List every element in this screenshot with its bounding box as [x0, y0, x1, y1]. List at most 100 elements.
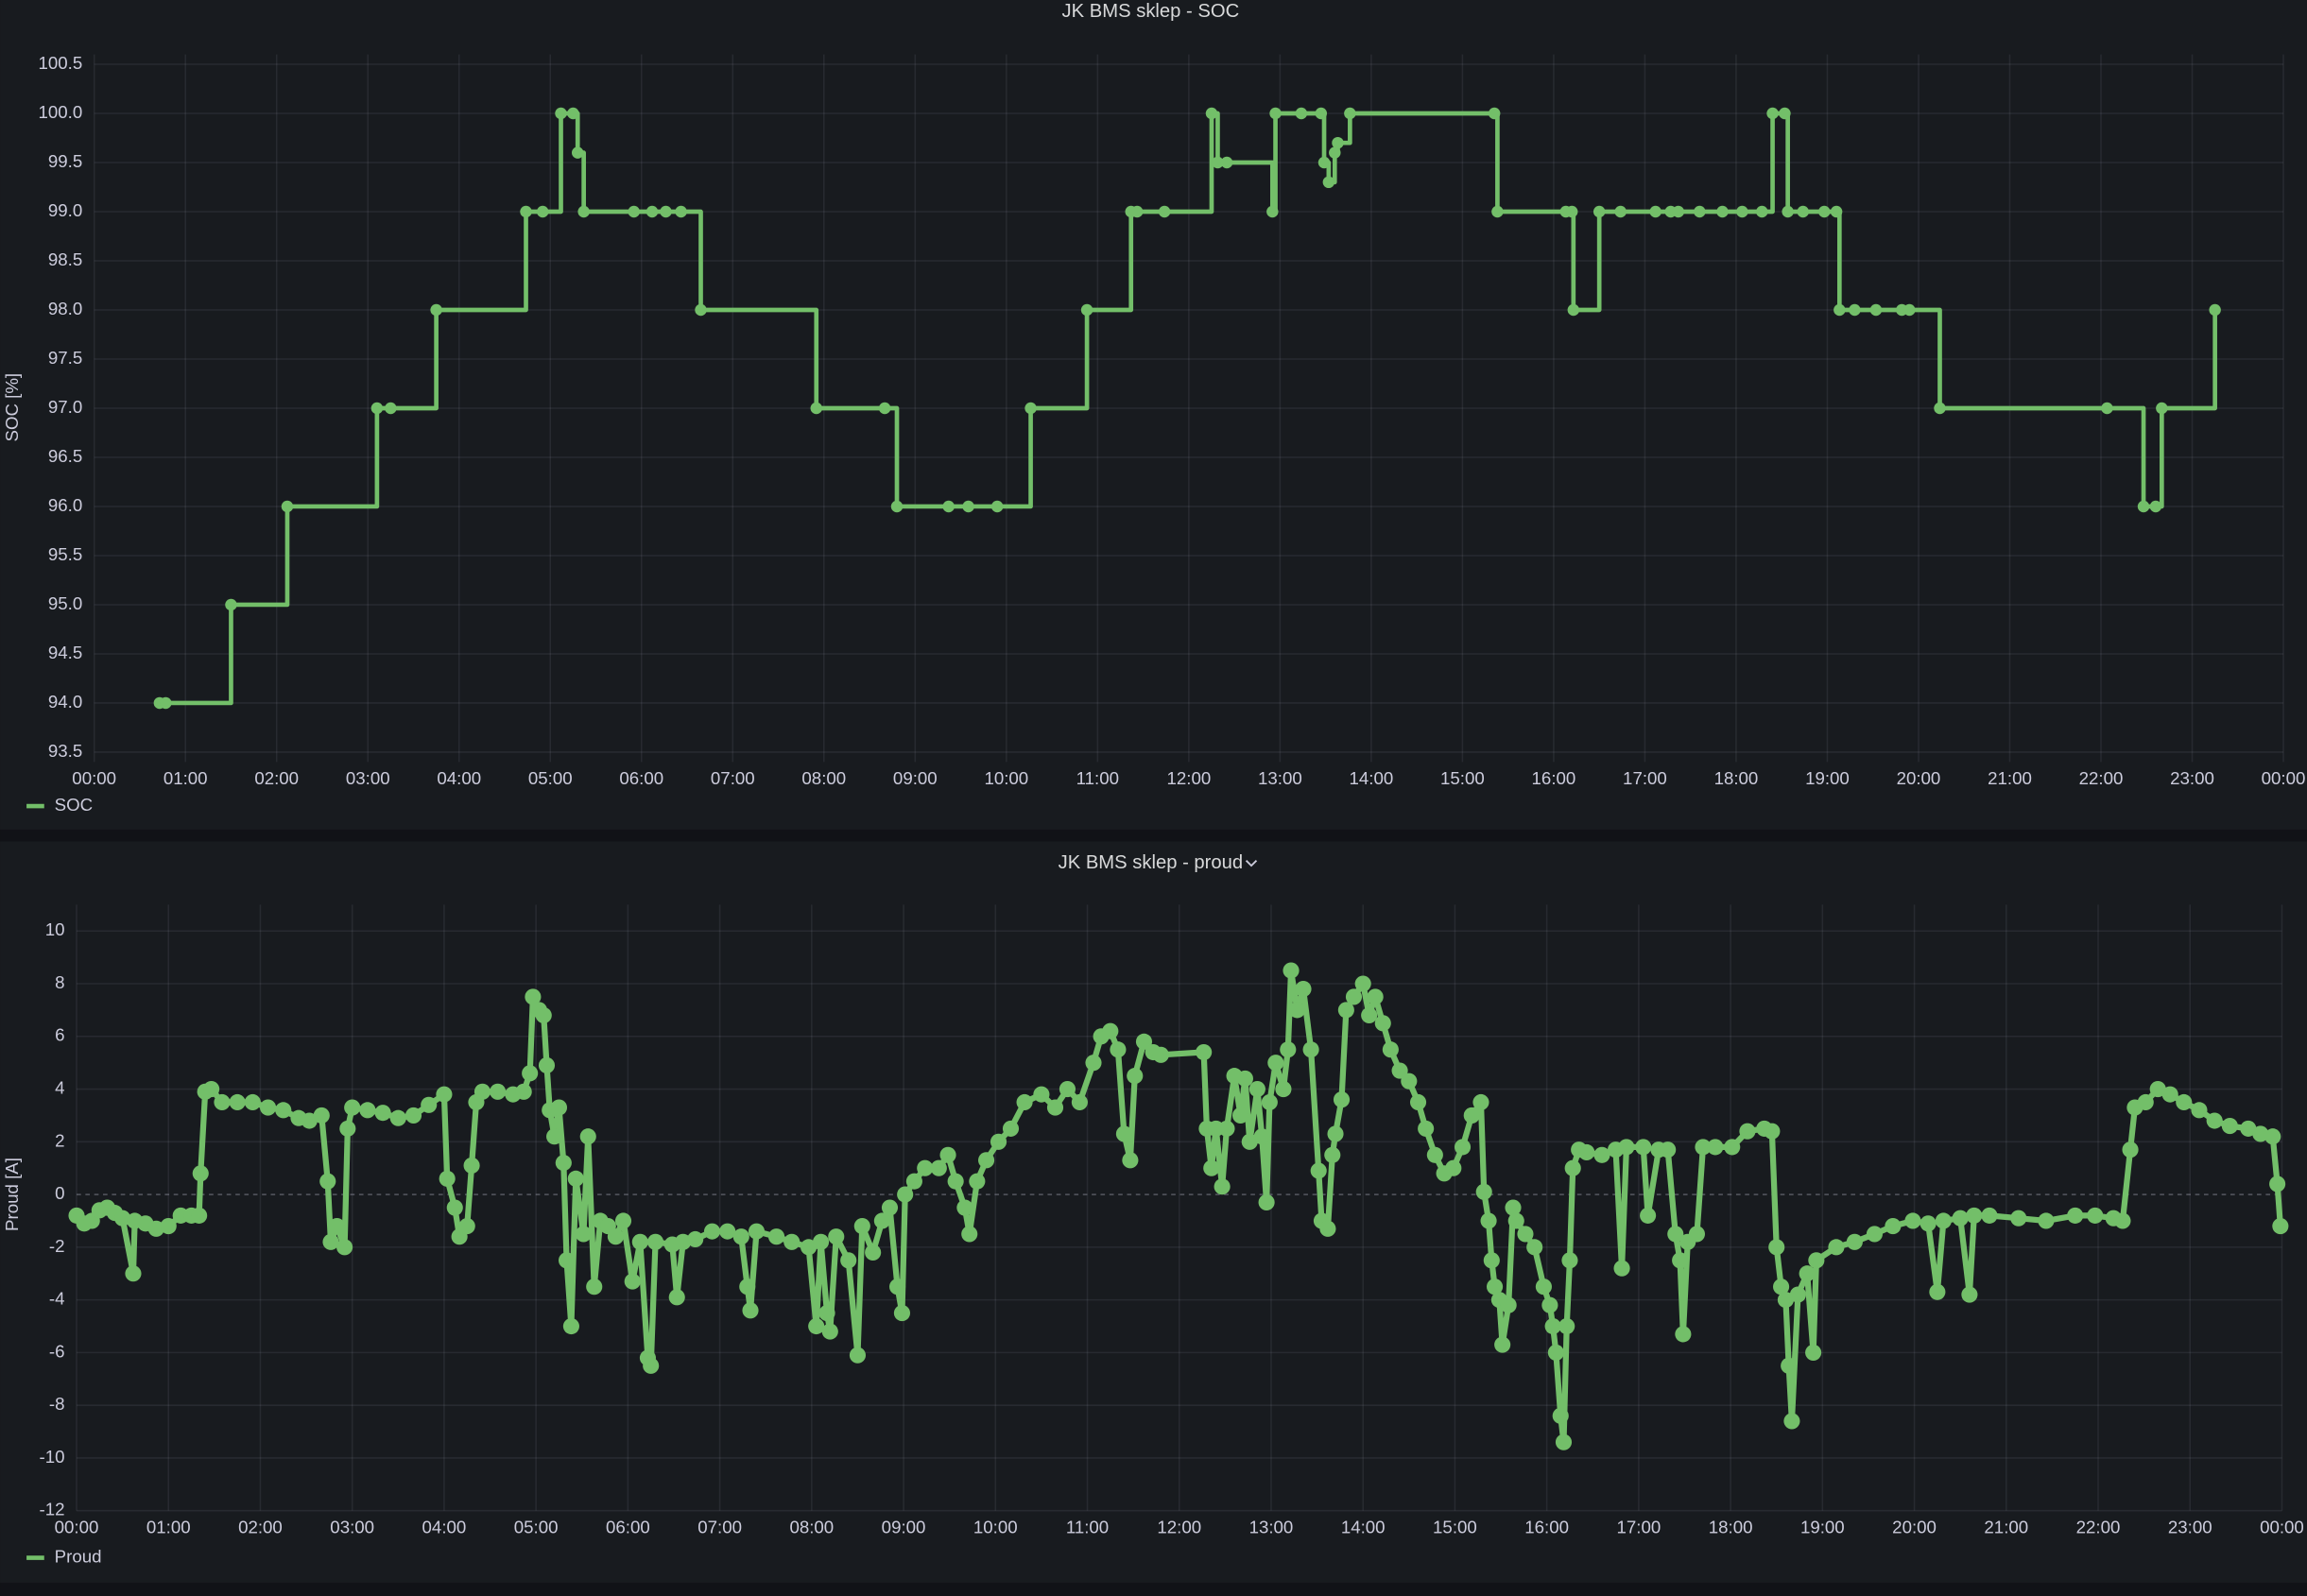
data-point — [1110, 1041, 1127, 1058]
data-point — [1483, 1252, 1500, 1269]
data-point — [783, 1233, 801, 1250]
data-point — [2114, 1212, 2131, 1229]
data-point — [328, 1217, 346, 1235]
data-point — [961, 1226, 978, 1243]
data-point — [550, 1099, 568, 1116]
panel — [0, 841, 2307, 1583]
data-point — [1593, 205, 1606, 218]
data-point — [1426, 1146, 1443, 1163]
data-point — [1781, 1357, 1798, 1374]
data-point — [1231, 1107, 1249, 1124]
data-point — [675, 1233, 692, 1250]
y-tick-label: 94.0 — [48, 692, 82, 712]
y-tick-label: 98.5 — [48, 249, 82, 269]
x-tick-label: 07:00 — [697, 1517, 742, 1536]
data-point — [917, 1159, 934, 1176]
x-tick-label: 19:00 — [1805, 768, 1850, 788]
data-point — [558, 1252, 576, 1269]
data-point — [1332, 136, 1344, 149]
x-tick-label: 17:00 — [1623, 768, 1667, 788]
panel-menu-icon[interactable] — [1245, 859, 1258, 867]
data-point — [978, 1152, 995, 1169]
data-point — [322, 1233, 339, 1250]
data-point — [203, 1080, 220, 1098]
data-point — [1310, 1162, 1327, 1179]
y-tick-label: -12 — [40, 1500, 65, 1519]
data-point — [1799, 1265, 1816, 1282]
legend-label: Proud — [55, 1546, 102, 1566]
data-point — [1500, 1296, 1517, 1313]
data-point — [2137, 500, 2150, 513]
data-point — [1567, 303, 1580, 317]
data-point — [1315, 107, 1328, 120]
data-point — [1367, 988, 1384, 1005]
x-tick-label: 16:00 — [1524, 1517, 1569, 1536]
data-point — [1526, 1239, 1543, 1256]
x-tick-label: 02:00 — [238, 1517, 283, 1536]
data-point — [1016, 1093, 1033, 1111]
panel-title[interactable]: JK BMS sklep - SOC — [1062, 1, 1240, 22]
data-point — [828, 1228, 845, 1245]
data-point — [675, 205, 687, 218]
data-point — [2087, 1207, 2104, 1224]
data-point — [1241, 1133, 1258, 1150]
x-tick-label: 08:00 — [801, 768, 846, 788]
data-point — [536, 205, 549, 218]
data-point — [538, 1056, 556, 1074]
data-point — [1866, 1226, 1883, 1243]
data-point — [567, 107, 579, 120]
data-point — [229, 1093, 246, 1111]
data-point — [1024, 402, 1037, 415]
data-point — [962, 500, 974, 513]
data-point — [191, 1207, 208, 1224]
data-point — [878, 402, 891, 415]
data-point — [853, 1217, 870, 1235]
data-point — [2137, 1093, 2154, 1111]
data-point — [385, 402, 397, 415]
data-point — [1846, 1233, 1863, 1250]
y-tick-label: 2 — [55, 1130, 64, 1150]
data-point — [1818, 205, 1831, 218]
data-point — [1454, 1139, 1472, 1156]
x-tick-label: 08:00 — [789, 1517, 834, 1536]
data-point — [1828, 1239, 1845, 1256]
data-point — [873, 1212, 890, 1229]
panel-title[interactable]: JK BMS sklep - proud — [1059, 852, 1244, 873]
data-point — [147, 1220, 164, 1237]
data-point — [881, 1199, 899, 1216]
data-point — [1295, 981, 1312, 998]
x-tick-label: 11:00 — [1076, 768, 1119, 788]
data-point — [1773, 1279, 1790, 1296]
data-point — [1764, 1123, 1781, 1140]
data-point — [1961, 1286, 1978, 1303]
data-point — [1295, 107, 1308, 120]
data-point — [2240, 1120, 2257, 1137]
data-point — [1688, 1226, 1706, 1243]
data-point — [555, 1155, 572, 1172]
data-point — [1830, 205, 1843, 218]
data-point — [614, 1212, 632, 1229]
data-point — [1158, 205, 1171, 218]
x-tick-label: 22:00 — [2076, 1517, 2121, 1536]
x-tick-label: 10:00 — [984, 768, 1028, 788]
data-point — [930, 1159, 947, 1176]
data-point — [1127, 1068, 1144, 1085]
data-point — [1046, 1099, 1064, 1116]
data-point — [1463, 1107, 1480, 1124]
data-point — [1869, 303, 1883, 317]
data-point — [160, 696, 172, 710]
data-point — [942, 500, 955, 513]
data-point — [2038, 1212, 2055, 1229]
data-point — [624, 1273, 641, 1290]
data-point — [1739, 1123, 1756, 1140]
data-point — [1059, 1080, 1076, 1098]
data-point — [1660, 1141, 1677, 1158]
data-point — [1952, 1210, 1969, 1227]
data-point — [114, 1210, 131, 1227]
data-point — [446, 1199, 463, 1216]
y-tick-label: -10 — [40, 1447, 65, 1467]
y-tick-label: 6 — [55, 1025, 64, 1045]
data-point — [1302, 1041, 1319, 1058]
data-point — [1618, 1139, 1635, 1156]
data-point — [1280, 1041, 1297, 1058]
